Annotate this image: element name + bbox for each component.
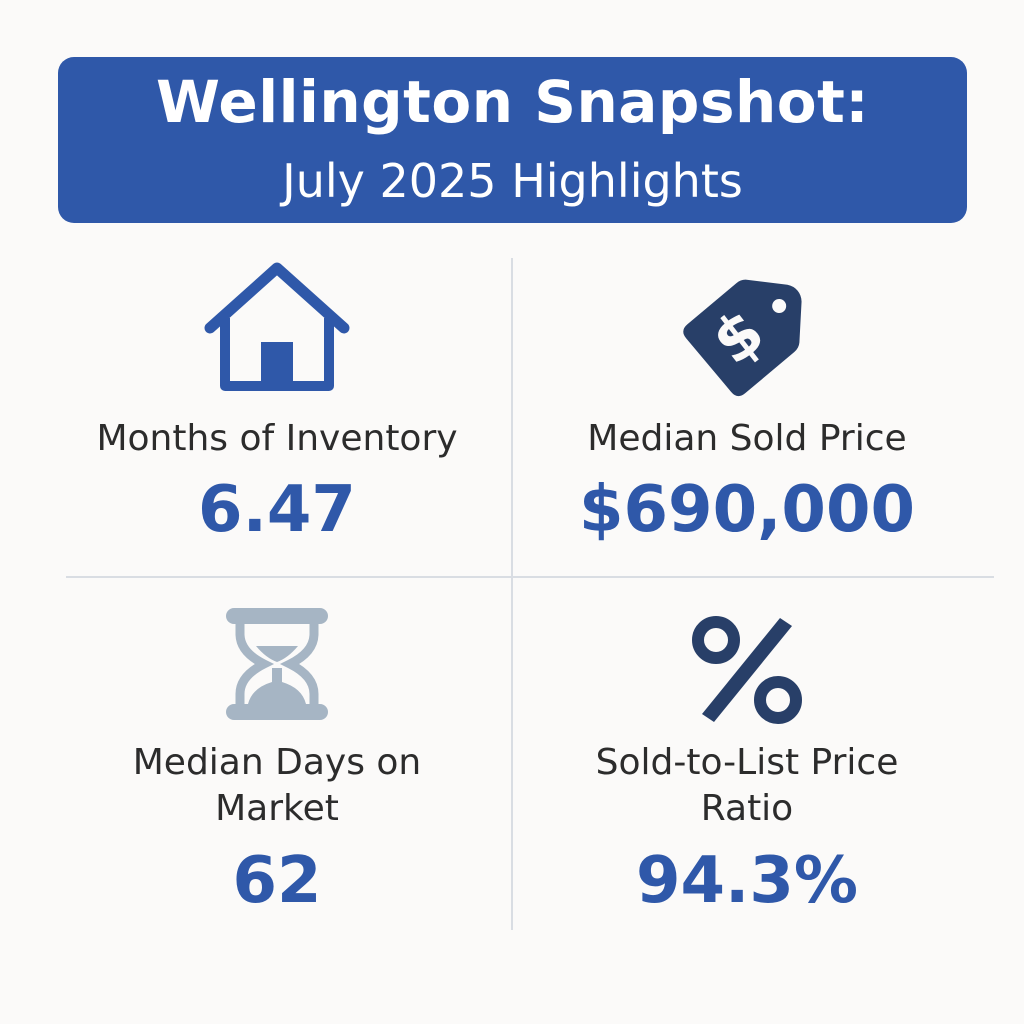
price-tag-icon: $ [683,279,802,397]
stat-label: Median Sold Price [587,418,907,459]
stat-label-line1: Median Days on [132,742,422,783]
vertical-divider [511,258,513,930]
stat-median-days-on-market: Median Days on Market 62 [54,590,500,930]
stat-value: 94.3% [635,844,859,918]
stat-label-line1: Sold-to-List Price [595,742,899,783]
stat-value: 62 [232,844,322,918]
stat-median-sold-price: $ Median Sold Price $690,000 [524,250,970,570]
horizontal-divider [66,576,994,578]
stat-label-line2: Ratio [700,788,794,829]
house-icon [204,262,350,391]
stat-value: $690,000 [578,473,916,547]
stat-months-of-inventory: Months of Inventory 6.47 [54,250,500,570]
percent-icon [692,616,802,724]
page-title: Wellington Snapshot: [155,68,870,136]
title-banner: Wellington Snapshot: July 2025 Highlight… [58,57,967,223]
page-subtitle: July 2025 Highlights [282,154,743,208]
stat-label: Months of Inventory [96,418,458,459]
stat-label-line2: Market [215,788,339,829]
hourglass-icon [226,608,328,720]
stat-value: 6.47 [198,473,356,547]
stat-sold-to-list-ratio: Sold-to-List Price Ratio 94.3% [524,590,970,930]
